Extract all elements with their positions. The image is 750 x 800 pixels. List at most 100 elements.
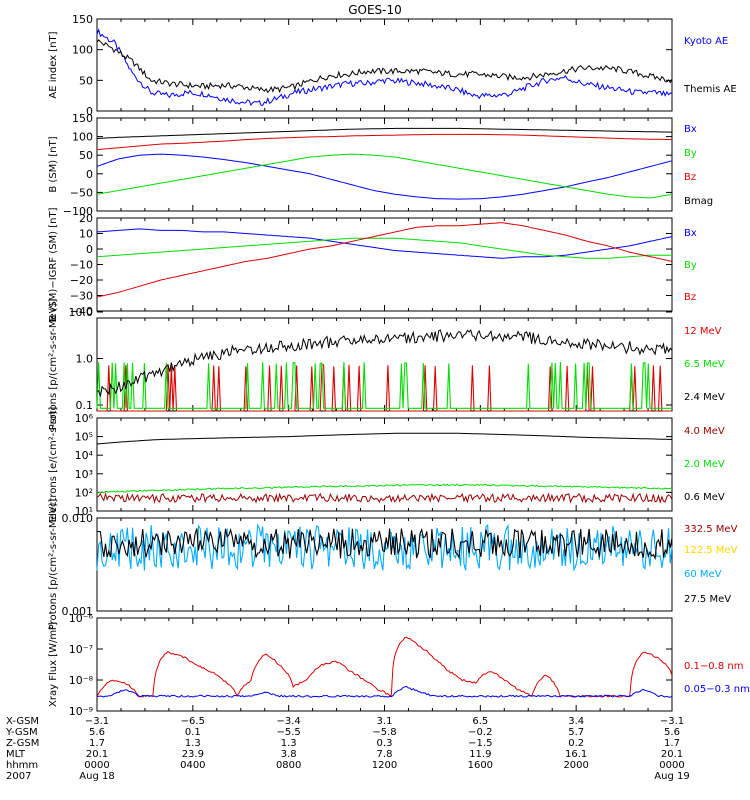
y-axis-label: Protons [p/(cm²-s-sr-MeV)] <box>48 299 59 431</box>
orbit-cell: 1.7 <box>664 738 680 749</box>
orbit-row-label: Y-GSM <box>5 727 38 738</box>
panel-3: −40 −30 −20 −100 10 20 B (SM)−IGRF (SM) [nT] Bx… <box>48 207 697 321</box>
panel-5: 10¹ 10² 10³ 10⁴ 10⁵ 10⁶ Electrons [e/(cm²-s-sr… <box>48 407 725 523</box>
legend-themis-ae: Themis AE <box>683 84 737 95</box>
orbit-cell: 1.3 <box>281 738 297 749</box>
y-tick-label: 10⁻⁷ <box>69 643 93 656</box>
series-line-by <box>96 237 672 259</box>
orbit-row-label: hhmm <box>6 760 38 771</box>
y-tick-label: 10⁻⁸ <box>69 674 94 687</box>
y-tick-label: 0 <box>86 168 93 181</box>
orbit-cell: 1200 <box>372 760 397 771</box>
series-line-bz <box>96 222 673 298</box>
orbit-cell: −0.2 <box>468 727 492 738</box>
y-tick-label: 10⁵ <box>75 431 93 444</box>
panel-7: 10⁻⁹ 10⁻⁸ 10⁻⁷ 10⁻⁶ Xray Flux [W/m²] 0.1−0.8 … <box>48 612 750 718</box>
series-line-27-5-mev <box>96 527 673 561</box>
panel-frame <box>96 117 673 212</box>
legend-0-1-0-8-nm: 0.1−0.8 nm <box>684 661 743 672</box>
series-line-4-0-mev <box>96 491 673 504</box>
series-line-bmag <box>96 127 672 139</box>
legend-0-6-mev: 0.6 MeV <box>684 492 725 503</box>
series-line-2-4-mev <box>96 329 673 397</box>
orbit-cell: −3.1 <box>660 716 684 727</box>
orbit-cell: −3.4 <box>277 716 301 727</box>
y-axis-label: B (SM)−IGRF (SM) [nT] <box>48 207 59 321</box>
orbit-cell: −5.5 <box>277 727 301 738</box>
orbit-cell: 3.8 <box>281 749 297 760</box>
y-tick-label: 10 <box>79 228 93 241</box>
series-line-6-5-mev <box>96 361 672 409</box>
y-tick-label: 10.0 <box>69 306 94 319</box>
legend-bz: Bz <box>684 292 696 303</box>
panel-4: 0.1 1.0 10.0 Protons [p/(cm²-s-sr-MeV)] 12 M… <box>48 299 725 431</box>
orbit-cell: 16.1 <box>565 749 587 760</box>
legend-by: By <box>684 260 697 271</box>
y-axis-label: Protons [p/(cm²-s-sr-MeV)] <box>48 499 59 631</box>
orbit-cell: 0.1 <box>185 727 201 738</box>
legend-332-5-mev: 332.5 MeV <box>684 524 738 535</box>
y-axis-label: Xray Flux [W/m²] <box>48 622 59 707</box>
legend-bx: Bx <box>684 228 697 239</box>
orbit-cell: −5.8 <box>372 727 396 738</box>
orbit-cell: 2000 <box>563 760 588 771</box>
orbit-cell: 20.1 <box>661 749 683 760</box>
legend-bz: Bz <box>684 172 696 183</box>
orbit-cell: 0.2 <box>568 738 584 749</box>
y-tick-label: 0 <box>86 105 93 118</box>
legend-12-mev: 12 MeV <box>684 326 722 337</box>
y-tick-label: 0.010 <box>62 512 94 525</box>
orbit-cell: −3.1 <box>85 716 109 727</box>
panel-frame <box>96 18 673 112</box>
legend-bmag: Bmag <box>684 196 713 207</box>
legend-bx: Bx <box>684 124 697 135</box>
y-tick-label: 50 <box>79 74 93 87</box>
series-line-themis-ae <box>96 39 673 94</box>
legend-6-5-mev: 6.5 MeV <box>684 359 725 370</box>
series-line-0-1-0-8-nm <box>96 636 673 698</box>
y-axis-label: Electrons [e/(cm²-s-sr)] <box>48 407 59 523</box>
orbit-cell: 0.3 <box>377 738 393 749</box>
orbit-cell: 6.5 <box>472 716 488 727</box>
orbit-row-label: 2007 <box>6 771 31 782</box>
series-line-0-05-0-3-nm <box>96 685 673 698</box>
orbit-table: X-GSM −3.1 −6.5 −3.4 3.1 6.5 3.4 −3.1 Y-GSM 5.6 0.… <box>5 716 690 782</box>
y-tick-label: −100 <box>63 205 93 218</box>
y-tick-label: −40 <box>70 305 93 318</box>
legend-60-mev: 60 MeV <box>684 569 722 580</box>
y-tick-label: 150 <box>72 13 93 26</box>
orbit-cell: 11.9 <box>469 749 491 760</box>
figure-title: GOES-10 <box>348 3 402 17</box>
orbit-cell: 1.7 <box>89 738 105 749</box>
y-tick-label: −20 <box>70 274 93 287</box>
y-tick-label: −30 <box>70 290 93 303</box>
y-tick-label: 0.1 <box>76 399 94 412</box>
y-tick-label: 100 <box>72 131 93 144</box>
orbit-cell: 1600 <box>468 760 493 771</box>
y-tick-label: 10¹ <box>75 505 93 518</box>
series-line-by <box>96 153 673 199</box>
legend-kyoto-ae: Kyoto AE <box>684 36 728 47</box>
orbit-cell: 1.3 <box>185 738 201 749</box>
y-tick-label: 10⁴ <box>75 449 94 462</box>
y-tick-label: 20 <box>79 212 93 225</box>
y-tick-label: 150 <box>72 112 93 125</box>
legend-27-5-mev: 27.5 MeV <box>684 594 731 605</box>
y-tick-label: 0.001 <box>62 605 94 618</box>
orbit-row-label: Z-GSM <box>6 738 39 749</box>
orbit-row-label: X-GSM <box>6 716 39 727</box>
orbit-cell: 0000 <box>84 760 109 771</box>
orbit-cell: −6.5 <box>181 716 205 727</box>
legend-by: By <box>684 148 697 159</box>
legend-122-5-mev: 122.5 MeV <box>684 545 738 556</box>
y-tick-label: 100 <box>72 44 93 57</box>
series-line-bx <box>96 228 673 259</box>
series-line-0-6-mev <box>96 432 673 445</box>
orbit-cell: 23.9 <box>182 749 204 760</box>
y-tick-label: 10⁶ <box>75 412 94 425</box>
orbit-cell: Aug 19 <box>654 771 689 782</box>
orbit-cell: 0800 <box>276 760 301 771</box>
panel-2: −100 −50 0 50 100 150 B (SM) [nT] Bx By Bz Bmag <box>48 112 713 218</box>
legend-4-0-mev: 4.0 MeV <box>684 426 725 437</box>
